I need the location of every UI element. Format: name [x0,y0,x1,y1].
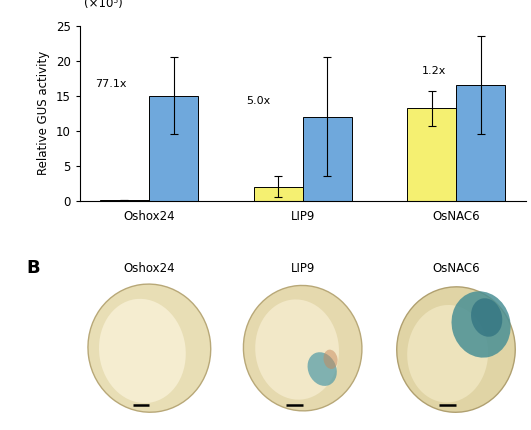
Bar [149,96,198,201]
Ellipse shape [88,284,211,412]
Text: 1.2x: 1.2x [422,66,446,76]
Title: LIP9: LIP9 [290,261,315,274]
Text: 5.0x: 5.0x [246,96,270,106]
Title: Oshox24: Oshox24 [124,261,175,274]
Ellipse shape [471,298,502,337]
Ellipse shape [397,287,515,412]
Y-axis label: Relative GUS activity: Relative GUS activity [37,51,50,175]
Ellipse shape [407,305,488,402]
Ellipse shape [451,291,511,358]
Ellipse shape [323,350,338,369]
Bar [253,187,303,201]
Ellipse shape [243,286,362,411]
Ellipse shape [307,352,337,386]
Title: OsNAC6: OsNAC6 [432,261,480,274]
Text: 77.1x: 77.1x [95,79,126,89]
Ellipse shape [99,299,186,403]
Bar [303,117,352,201]
Text: B: B [27,259,40,277]
Bar [456,85,506,201]
Text: (×10⁵): (×10⁵) [84,0,123,10]
Bar [407,108,456,201]
Ellipse shape [255,299,339,399]
